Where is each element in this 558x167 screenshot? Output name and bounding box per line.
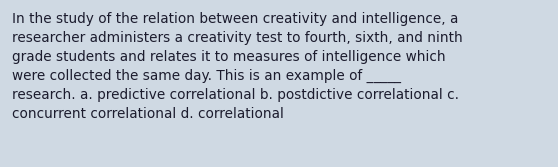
Text: In the study of the relation between creativity and intelligence, a
researcher a: In the study of the relation between cre… <box>12 12 463 121</box>
